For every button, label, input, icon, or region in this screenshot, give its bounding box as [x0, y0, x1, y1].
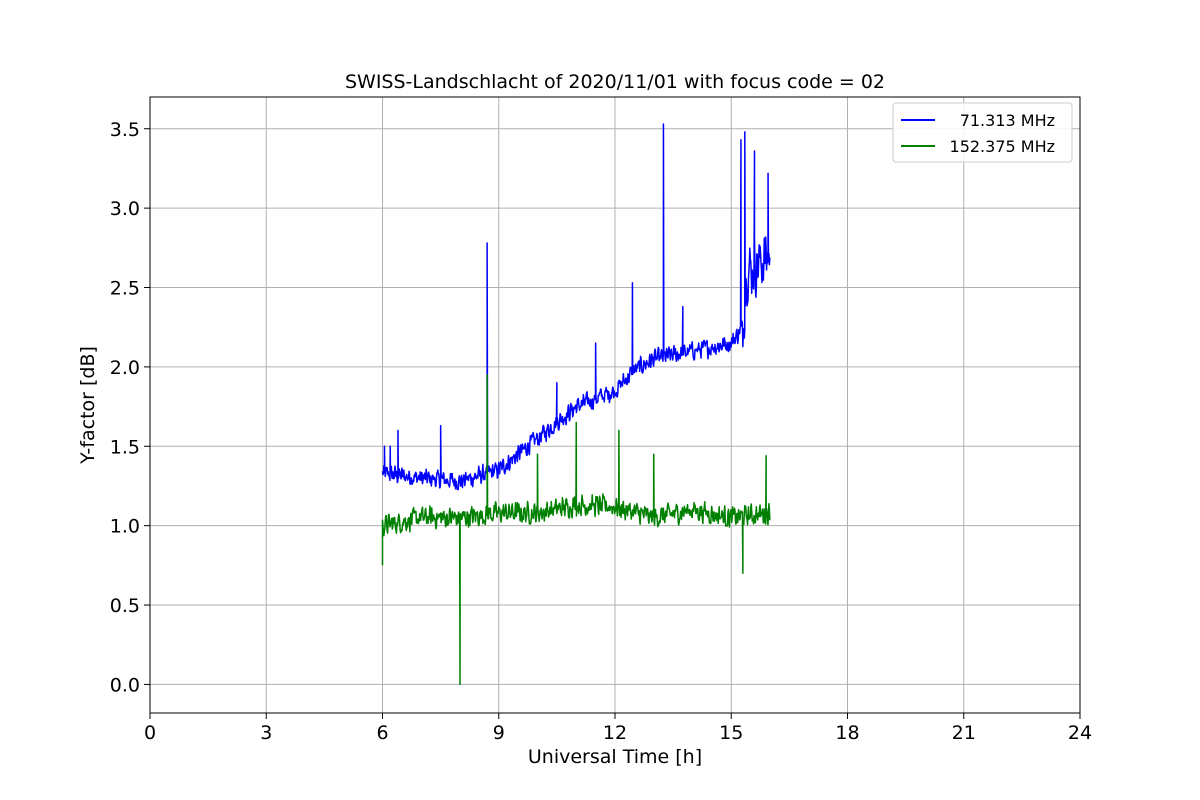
x-tick-label: 12	[603, 722, 627, 744]
y-tick-label: 1.0	[110, 516, 140, 538]
series-layer	[381, 123, 771, 686]
series-line-2	[381, 374, 771, 686]
x-tick-label: 15	[719, 722, 743, 744]
legend-label: 71.313 MHz	[960, 111, 1055, 130]
legend: 71.313 MHz 152.375 MHz	[892, 102, 1073, 163]
y-tick-label: 2.5	[110, 278, 140, 300]
y-axis-ticks: 0.0 0.5 1.0 1.5 2.0 2.5 3.0 3.5	[110, 119, 150, 696]
x-tick-label: 21	[952, 722, 976, 744]
x-tick-label: 0	[144, 722, 156, 744]
x-axis-label: Universal Time [h]	[528, 746, 702, 768]
y-tick-label: 0.0	[110, 674, 140, 696]
y-tick-label: 3.0	[110, 198, 140, 220]
grid-lines	[149, 97, 1081, 713]
x-tick-label: 3	[260, 722, 272, 744]
x-tick-label: 9	[493, 722, 505, 744]
series-line-1	[381, 123, 771, 491]
chart-title: SWISS-Landschlacht of 2020/11/01 with fo…	[345, 71, 885, 93]
x-axis-ticks: 0 3 6 9 12 15 18 21 24	[144, 713, 1092, 744]
x-tick-label: 24	[1068, 722, 1092, 744]
y-tick-label: 1.5	[110, 436, 140, 458]
y-tick-label: 0.5	[110, 595, 140, 617]
y-tick-label: 2.0	[110, 357, 140, 379]
x-tick-label: 6	[376, 722, 388, 744]
legend-box	[892, 102, 1073, 163]
y-tick-label: 3.5	[110, 119, 140, 141]
x-tick-label: 18	[835, 722, 859, 744]
legend-label: 152.375 MHz	[950, 137, 1055, 156]
y-axis-label: Y-factor [dB]	[77, 346, 99, 465]
